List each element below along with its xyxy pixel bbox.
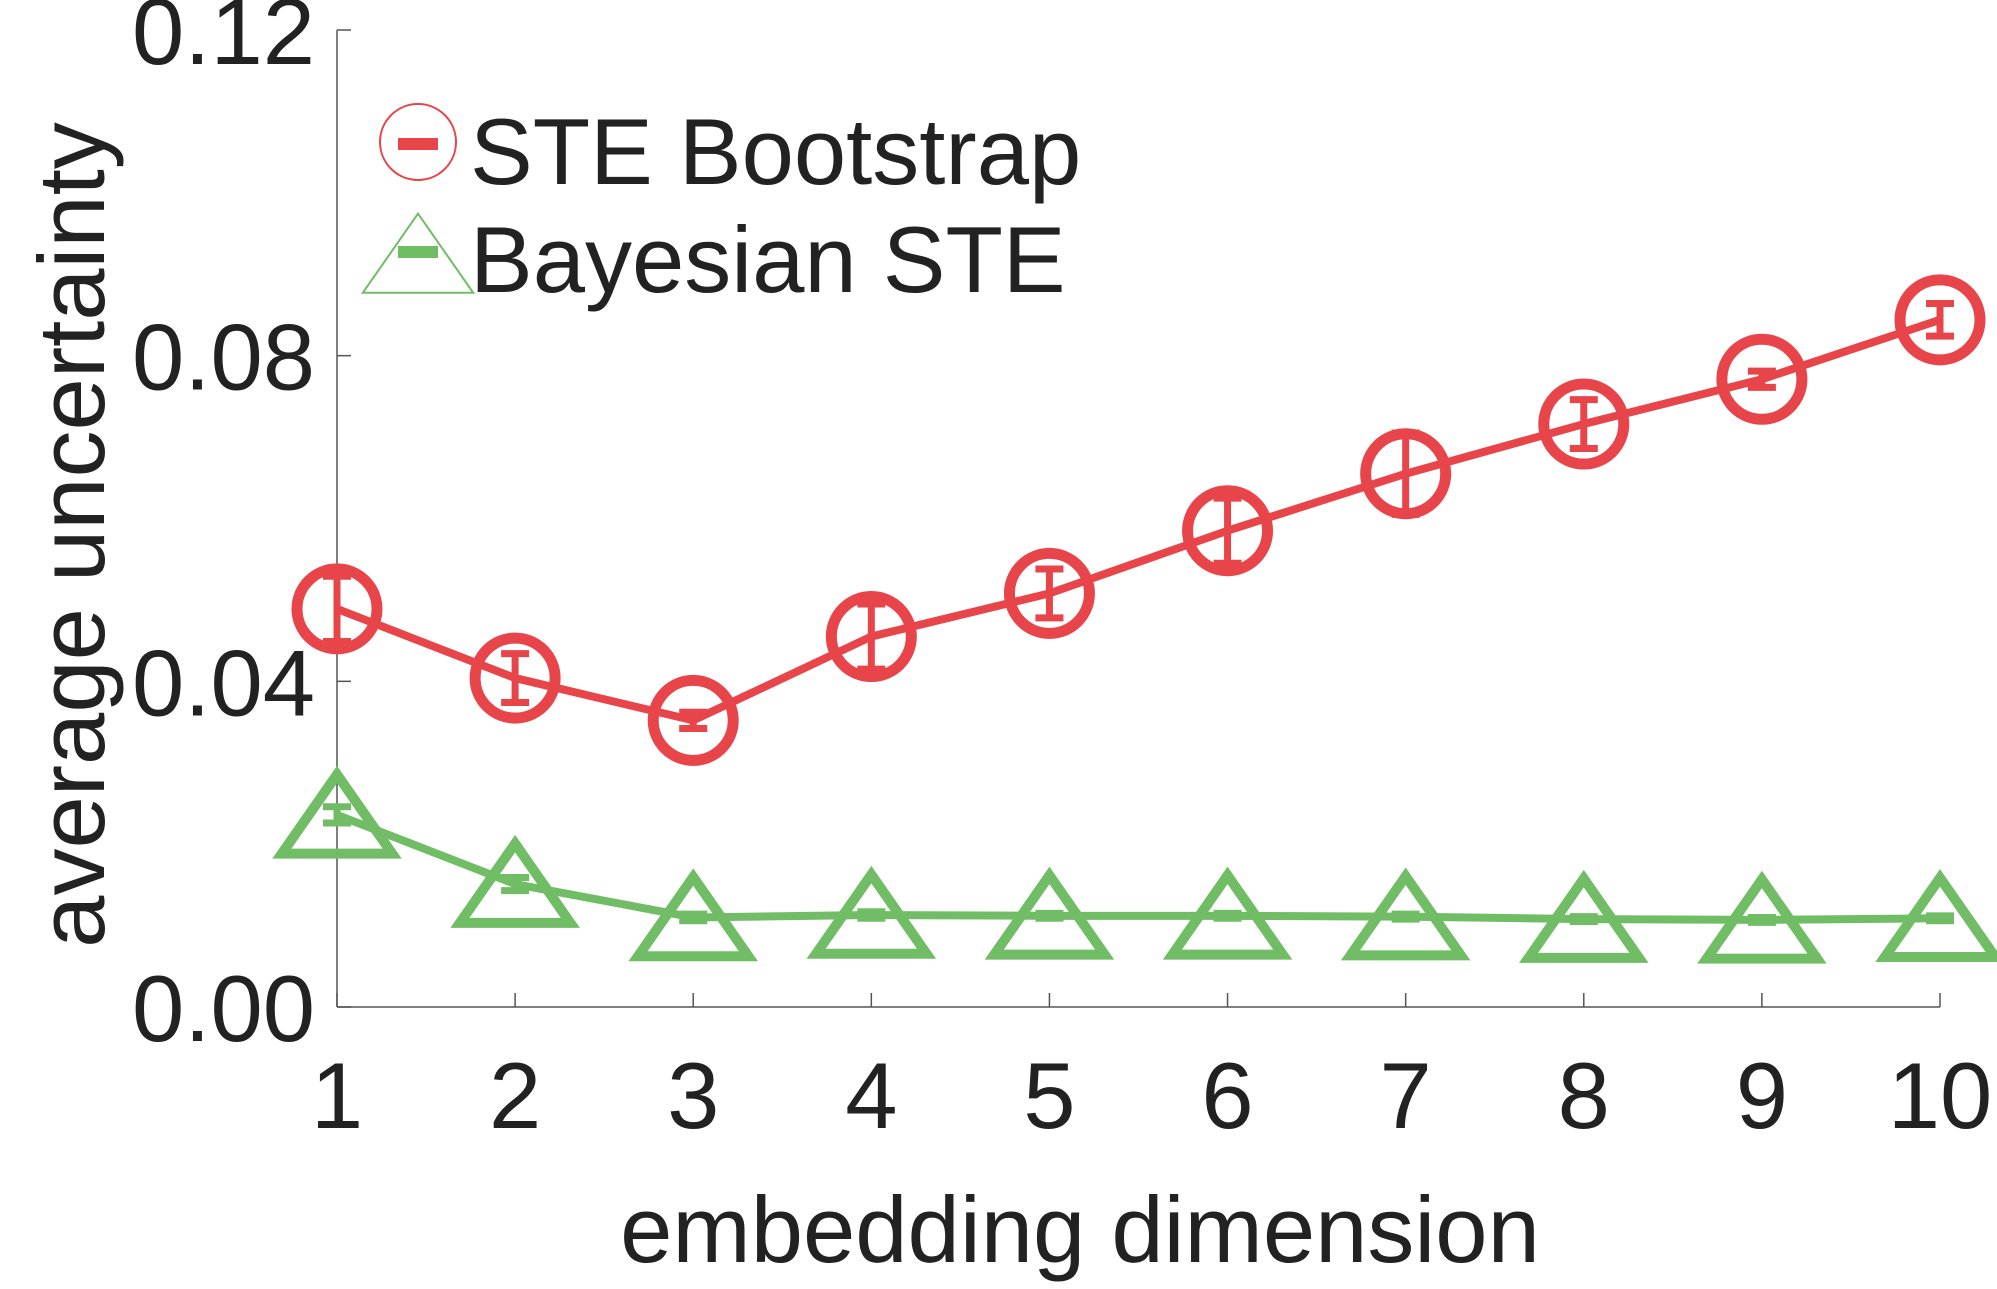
x-tick-label: 9 — [1736, 1043, 1788, 1148]
y-tick-label: 0.00 — [132, 956, 315, 1061]
data-point-triangle — [1697, 870, 1827, 964]
x-tick-label: 5 — [1023, 1043, 1075, 1148]
data-point-circle — [1360, 428, 1452, 520]
data-point-circle — [647, 674, 739, 766]
x-tick-label: 6 — [1201, 1043, 1253, 1148]
data-point-triangle — [450, 834, 580, 928]
x-axis-label: embedding dimension — [620, 1177, 1540, 1282]
x-tick-label: 8 — [1558, 1043, 1610, 1148]
data-point-circle — [1716, 333, 1808, 425]
y-tick-label: 0.08 — [132, 305, 315, 410]
series-line — [335, 811, 1941, 924]
data-point-circle — [469, 632, 561, 724]
data-point-circle — [1003, 547, 1095, 639]
legend-marker-triangle — [360, 211, 476, 294]
ticks: 0.00 0.04 0.08 0.12 1 2 3 4 5 6 7 8 9 10 — [132, 0, 1992, 1148]
data-point-circle — [825, 591, 917, 683]
data-point-triangle — [1340, 867, 1471, 961]
data-point-triangle — [806, 865, 937, 959]
series-ste-bootstrap — [291, 274, 1986, 766]
x-tick-label: 7 — [1380, 1043, 1432, 1148]
series-bayesian-ste — [272, 765, 1997, 964]
data-point-triangle — [628, 868, 759, 962]
y-tick-label: 0.12 — [132, 0, 315, 84]
series-layer — [272, 274, 1997, 964]
x-tick-label: 1 — [311, 1043, 363, 1148]
data-point-triangle — [1518, 869, 1649, 963]
data-point-circle — [1182, 485, 1274, 577]
data-point-triangle — [272, 765, 402, 859]
legend-label: Bayesian STE — [470, 207, 1066, 312]
x-tick-label: 10 — [1888, 1043, 1993, 1148]
data-point-triangle — [1162, 866, 1293, 960]
legend-marker-circle — [379, 103, 457, 181]
data-point-triangle — [1875, 869, 1997, 963]
data-point-triangle — [984, 866, 1115, 960]
x-tick-label: 4 — [845, 1043, 897, 1148]
axes — [336, 30, 1940, 1008]
data-point-circle — [1894, 274, 1986, 366]
y-tick-label: 0.04 — [132, 630, 315, 735]
data-point-circle — [1538, 378, 1630, 470]
x-tick-label: 2 — [489, 1043, 541, 1148]
legend-label: STE Bootstrap — [470, 99, 1081, 204]
x-tick-label: 3 — [667, 1043, 719, 1148]
series-line — [335, 316, 1942, 725]
data-point-circle — [291, 563, 383, 655]
y-axis-label: average uncertainty — [19, 122, 124, 948]
